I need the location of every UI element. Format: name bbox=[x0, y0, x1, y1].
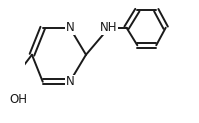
Text: OH: OH bbox=[9, 93, 27, 106]
Text: N: N bbox=[65, 21, 74, 34]
Text: N: N bbox=[65, 75, 74, 88]
Text: NH: NH bbox=[100, 21, 118, 34]
